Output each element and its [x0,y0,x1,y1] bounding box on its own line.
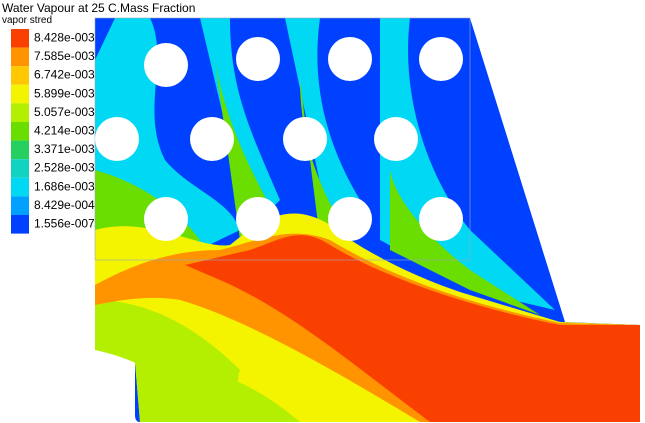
tube [95,117,139,161]
colorbar-swatch [11,66,29,85]
colorbar-swatch [11,84,29,104]
colorbar-label: 7.585e-003 [34,49,95,63]
legend-title: Water Vapour at 25 C.Mass Fraction [2,1,195,15]
tube [328,197,372,241]
green-lower [95,300,300,422]
tube [419,197,463,241]
tube [236,37,280,81]
colorbar-label: 8.428e-003 [34,30,95,44]
colorbar-label: 5.057e-003 [34,105,95,119]
colorbar-swatch [11,47,29,67]
tube [144,43,188,87]
contour-field [94,17,640,422]
colorbar-swatch [11,140,29,160]
tube [144,197,188,241]
colorbar-swatch [11,122,29,141]
colorbar: 8.428e-003 7.585e-003 6.742e-003 5.899e-003… [11,29,95,234]
tube [283,117,327,161]
tube [374,117,418,161]
colorbar-label: 3.371e-003 [34,142,95,156]
colorbar-label: 1.556e-007 [34,216,95,230]
tubes [95,37,463,241]
red-region [185,235,640,422]
tube [236,197,280,241]
colorbar-label: 4.214e-003 [34,123,95,137]
colorbar-swatch [11,215,29,234]
green-plumes [95,60,540,315]
tube [419,37,463,81]
colorbar-swatch [11,103,29,122]
colorbar-label: 5.899e-003 [34,86,95,100]
colorbar-label: 1.686e-003 [34,179,95,193]
colorbar-swatch [11,177,29,197]
colorbar-swatch [11,196,29,215]
colorbar-swatch [11,29,29,48]
colorbar-label: 8.429e-004 [34,198,95,212]
colorbar-label: 6.742e-003 [34,68,95,82]
colorbar-label: 2.528e-003 [34,161,95,175]
colorbar-swatch [11,159,29,178]
legend-variable: vapor stred [2,15,52,26]
tube [190,117,234,161]
tube [328,37,372,81]
